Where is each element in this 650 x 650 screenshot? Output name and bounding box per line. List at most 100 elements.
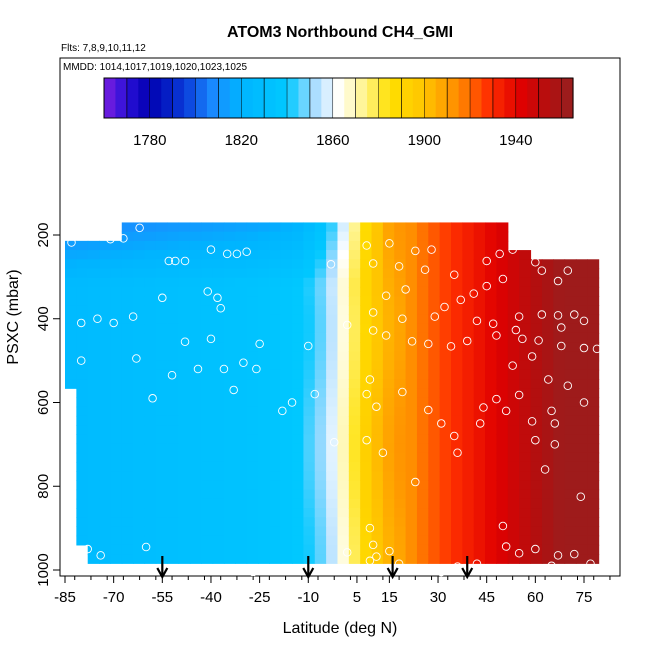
heatmap-cell [314,388,327,399]
heatmap-cell [269,434,282,445]
heatmap-cell [144,314,157,325]
colorbar-tick-label: 1820 [225,132,258,149]
observation-point [368,259,378,268]
observation-point [453,562,462,571]
heatmap-cell [133,314,146,325]
observation-point [255,339,264,349]
observation-point [531,544,540,554]
heatmap-cell [314,314,327,325]
observation-point [304,341,313,351]
heatmap-cell [462,461,475,472]
heatmap-cell [76,259,89,270]
heatmap-cell [416,222,429,233]
y-tick-label: 200 [35,222,52,247]
heatmap-cell [394,526,407,537]
heatmap-cell [416,517,429,528]
colorbar-cell [401,78,414,118]
heatmap-cell [394,397,407,408]
heatmap-cell [530,259,543,270]
heatmap-cell [405,268,418,279]
heatmap-cell [280,535,293,546]
heatmap-cell [405,434,418,445]
observation-point [592,344,602,354]
heatmap-cell [201,286,214,297]
heatmap-cell [110,397,123,408]
heatmap-cell [110,305,123,316]
heatmap-cell [144,480,157,491]
heatmap-cell [223,332,236,343]
heatmap-cell [541,415,554,426]
heatmap-cell [519,434,532,445]
observation-point [537,266,547,275]
heatmap-cell [371,535,384,546]
heatmap-cell [439,250,452,260]
heatmap-cell [121,397,134,408]
observation-point [511,325,521,335]
heatmap-cell [65,360,77,371]
heatmap-cell [485,222,498,233]
heatmap-cell [189,471,202,481]
heatmap-cell [575,443,588,454]
heatmap-cell [371,489,384,500]
heatmap-cell [292,452,305,463]
heatmap-cell [348,314,361,325]
heatmap-cell [246,406,259,417]
heatmap-cell [439,535,452,546]
heatmap-cell [223,508,236,518]
heatmap-cell [394,480,407,491]
heatmap-cell [326,452,339,463]
heatmap-cell [326,259,339,270]
heatmap-cell [155,388,168,399]
heatmap-cell [178,305,191,316]
heatmap-cell [167,480,180,491]
heatmap-cell [303,323,316,334]
heatmap-cell [155,379,168,389]
colorbar-border [103,77,574,119]
heatmap-cell [348,369,361,380]
heatmap-cell [496,360,509,371]
heatmap-cell [530,415,543,426]
heatmap-cell [269,342,282,353]
heatmap-cell [280,443,293,454]
heatmap-cell [223,240,236,251]
heatmap-cell [121,277,134,288]
heatmap-cell [212,471,225,481]
heatmap-cell [178,231,191,242]
heatmap-cell [121,369,134,380]
y-axis-label: PSXC (mbar) [5,269,22,364]
heatmap-cell [121,351,134,362]
heatmap-cell [348,222,361,233]
heatmap-cell [246,397,259,408]
heatmap-cell [133,268,146,279]
heatmap-cell [507,498,520,509]
heatmap-cell [144,397,157,408]
heatmap-cell [258,461,270,472]
heatmap-cell [428,471,441,481]
heatmap-cell [416,231,429,242]
heatmap-cell [496,489,509,500]
heatmap-cell [326,489,339,500]
heatmap-cell [428,480,441,491]
heatmap-cell [337,434,350,445]
heatmap-cell [371,554,384,564]
heatmap-cell [530,508,543,518]
heatmap-cell [167,425,180,435]
heatmap-cell [394,259,407,270]
heatmap-cell [110,508,123,518]
heatmap-cell [246,379,259,389]
heatmap-cell [314,434,327,445]
observation-point [109,318,118,328]
heatmap-cell [133,406,146,417]
heatmap-cell [496,461,509,472]
heatmap-cell [507,379,520,389]
heatmap-cell [382,305,395,316]
heatmap-cell [314,397,327,408]
heatmap-cell [371,406,384,417]
heatmap-cell [76,388,89,399]
heatmap-cell [382,360,395,371]
heatmap-cell [462,517,475,528]
heatmap-cell [564,526,577,537]
heatmap-cell [507,397,520,408]
heatmap-cell [416,452,429,463]
heatmap-cell [541,443,554,454]
